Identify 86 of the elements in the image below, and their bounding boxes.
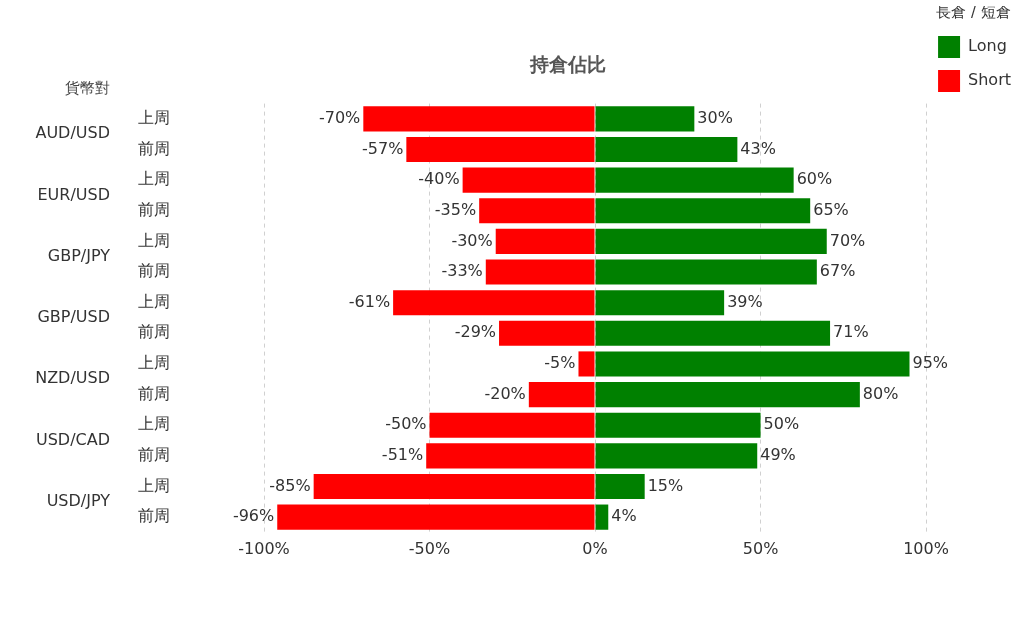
y-tick-label: 上周	[138, 169, 170, 189]
bar	[462, 167, 595, 193]
bar	[485, 259, 595, 285]
bar	[426, 443, 595, 469]
data-label: -35%	[434, 199, 477, 219]
x-tick-label: 100%	[903, 539, 949, 559]
legend-label: Short	[968, 70, 1011, 90]
bar	[595, 106, 695, 132]
data-label: -61%	[348, 291, 391, 311]
y-tick-label: 前周	[138, 322, 170, 342]
data-label: 65%	[813, 199, 849, 219]
bar	[595, 504, 609, 530]
text: EUR/USD	[37, 184, 110, 204]
chart-title: 持倉佔比	[528, 53, 606, 76]
text: USD/JPY	[46, 490, 111, 510]
data-label: 95%	[912, 353, 949, 373]
bar	[595, 412, 761, 438]
x-tick-label: 50%	[742, 539, 779, 559]
y-tick-label: 上周	[138, 353, 170, 373]
data-label: -57%	[362, 138, 404, 158]
bar	[479, 198, 595, 224]
text: GBP/JPY	[47, 245, 111, 265]
y-tick-label: 前周	[138, 261, 170, 281]
x-tick-label: -100%	[238, 539, 290, 559]
bar	[578, 351, 595, 377]
legend-label: Long	[968, 36, 1007, 56]
data-label: 50%	[763, 414, 800, 434]
data-label: -96%	[232, 506, 275, 526]
bar	[277, 504, 595, 530]
text: AUD/USD	[35, 123, 110, 143]
bar	[595, 167, 794, 193]
data-label: -5%	[544, 353, 576, 373]
data-label: 71%	[833, 322, 869, 342]
bar	[595, 382, 860, 408]
bar	[595, 320, 831, 346]
y-tick-label: 上周	[138, 414, 170, 434]
bar	[595, 259, 817, 285]
bar	[595, 443, 758, 469]
bar	[595, 473, 645, 500]
data-label: -33%	[441, 261, 483, 281]
data-label: -85%	[269, 475, 311, 495]
data-label: -20%	[484, 383, 526, 403]
data-label: 80%	[862, 383, 899, 403]
data-label: -70%	[318, 108, 361, 128]
y-tick-label: 前周	[138, 444, 170, 464]
x-tick-label: -50%	[408, 539, 451, 559]
data-label: -29%	[454, 322, 497, 342]
bar	[595, 136, 738, 163]
data-label: -51%	[381, 444, 424, 464]
y-tick-label: 上周	[138, 108, 170, 128]
y-tick-label: 上周	[138, 291, 170, 311]
bar	[363, 106, 595, 132]
data-label: -40%	[418, 169, 460, 189]
bar	[595, 290, 725, 316]
data-label: 15%	[647, 475, 684, 495]
y-tick-label: 前周	[138, 383, 170, 403]
bar	[595, 351, 910, 377]
bar	[595, 228, 827, 254]
text: USD/CAD	[35, 429, 110, 449]
data-label: 30%	[697, 108, 733, 128]
y-tick-label: 上周	[138, 475, 170, 495]
bar	[495, 228, 595, 254]
data-label: 39%	[727, 291, 763, 311]
y-axis-title: 貨幣對	[65, 79, 110, 98]
data-label: 49%	[760, 444, 796, 464]
x-tick-label: 0%	[582, 539, 608, 559]
bar	[528, 382, 595, 408]
bar	[313, 473, 595, 500]
data-label: 4%	[611, 506, 637, 526]
text: NZD/USD	[35, 368, 110, 388]
data-label: -50%	[385, 414, 427, 434]
bar	[595, 198, 811, 224]
data-label: 60%	[796, 169, 833, 189]
data-label: 67%	[819, 261, 856, 281]
data-label: 43%	[740, 138, 776, 158]
bar	[429, 412, 595, 438]
y-tick-label: 前周	[138, 199, 170, 219]
y-tick-label: 上周	[138, 230, 170, 250]
bar	[499, 320, 595, 346]
y-tick-label: 前周	[138, 506, 170, 526]
text: GBP/USD	[37, 307, 110, 327]
bar	[393, 290, 595, 316]
data-label: -30%	[451, 230, 493, 250]
data-label: 70%	[829, 230, 866, 250]
bar	[406, 136, 595, 163]
y-tick-label: 前周	[138, 138, 170, 158]
